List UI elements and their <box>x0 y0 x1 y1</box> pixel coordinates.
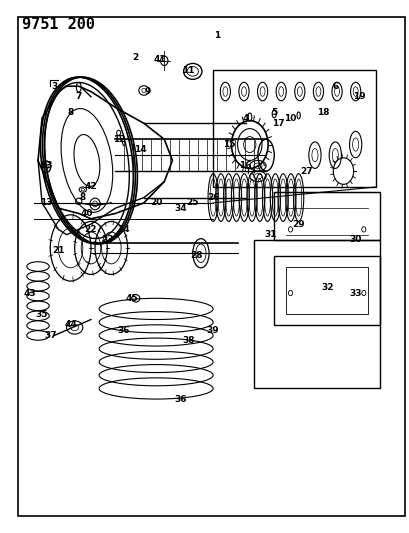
Text: 13: 13 <box>40 161 52 170</box>
Text: 33: 33 <box>348 288 361 297</box>
Bar <box>286 266 367 314</box>
Text: 14: 14 <box>133 146 146 155</box>
Text: 15: 15 <box>222 140 235 149</box>
Text: 22: 22 <box>85 225 97 234</box>
Text: 8: 8 <box>67 108 74 117</box>
Text: 42: 42 <box>85 182 97 191</box>
Text: 41: 41 <box>153 55 166 64</box>
Text: 8: 8 <box>79 193 86 202</box>
Bar <box>253 240 379 389</box>
Text: 43: 43 <box>24 288 36 297</box>
Text: 11: 11 <box>182 66 195 75</box>
Text: 45: 45 <box>125 294 138 303</box>
Text: 27: 27 <box>300 166 312 175</box>
Text: 28: 28 <box>190 252 202 261</box>
Text: 2: 2 <box>133 53 139 62</box>
Bar <box>274 256 379 325</box>
Text: 29: 29 <box>292 220 304 229</box>
Text: 5: 5 <box>270 108 276 117</box>
Text: 12: 12 <box>113 135 126 144</box>
Text: 31: 31 <box>263 230 276 239</box>
Text: 13: 13 <box>40 198 52 207</box>
Text: 24: 24 <box>117 225 130 234</box>
Text: 23: 23 <box>101 236 113 245</box>
Text: 19: 19 <box>353 92 365 101</box>
Text: 21: 21 <box>52 246 65 255</box>
Text: 30: 30 <box>348 236 361 245</box>
Text: 18: 18 <box>316 108 328 117</box>
Text: 44: 44 <box>64 320 77 329</box>
Text: 4: 4 <box>242 114 248 123</box>
Text: 3: 3 <box>51 82 57 91</box>
Text: 25: 25 <box>186 198 198 207</box>
Text: 34: 34 <box>174 204 187 213</box>
Text: 17: 17 <box>271 119 284 128</box>
Bar <box>213 70 375 187</box>
Text: 32: 32 <box>320 283 333 292</box>
Text: 36: 36 <box>174 394 187 403</box>
Text: 36: 36 <box>117 326 130 335</box>
Bar <box>274 192 379 240</box>
Text: 9: 9 <box>144 87 151 96</box>
Text: 39: 39 <box>206 326 219 335</box>
Text: 1: 1 <box>213 31 220 41</box>
Text: 10: 10 <box>283 114 296 123</box>
Text: 9751 200: 9751 200 <box>22 17 94 33</box>
Text: 26: 26 <box>207 193 219 202</box>
Text: 37: 37 <box>44 331 56 340</box>
Text: 35: 35 <box>36 310 48 319</box>
Text: 7: 7 <box>75 92 82 101</box>
Text: 38: 38 <box>182 336 195 345</box>
Text: 6: 6 <box>331 82 337 91</box>
Text: 16: 16 <box>239 161 252 170</box>
Text: 40: 40 <box>81 209 93 218</box>
Text: 20: 20 <box>150 198 162 207</box>
